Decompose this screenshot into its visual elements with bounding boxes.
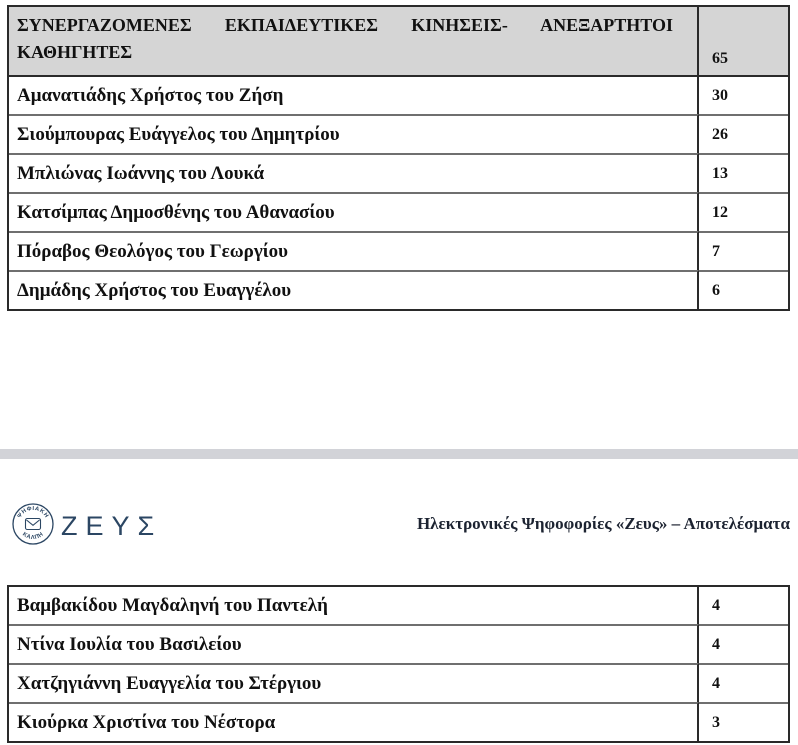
candidate-name: Ντίνα Ιουλία του Βασιλείου xyxy=(9,624,699,663)
logo-bottom-text: ΚΑΛΠΗ xyxy=(21,531,45,541)
candidate-row: Κατσίμπας Δημοσθένης του Αθανασίου 12 xyxy=(9,192,788,231)
vote-count: 4 xyxy=(699,663,788,702)
vote-count: 30 xyxy=(699,75,788,114)
vote-count: 7 xyxy=(699,231,788,270)
page-break-separator xyxy=(0,449,798,459)
candidate-name: Χατζηγιάννη Ευαγγελία του Στέργιου xyxy=(9,663,699,702)
candidate-row: Μπλιώνας Ιωάννης του Λουκά 13 xyxy=(9,153,788,192)
candidate-row: Σιούμπουρας Ευάγγελος του Δημητρίου 26 xyxy=(9,114,788,153)
candidate-name: Κιούρκα Χριστίνα του Νέστορα xyxy=(9,702,699,741)
candidate-row: Αμανατιάδης Χρήστος του Ζήση 30 xyxy=(9,75,788,114)
candidate-name: Σιούμπουρας Ευάγγελος του Δημητρίου xyxy=(9,114,699,153)
vote-count: 6 xyxy=(699,270,788,309)
results-table-page1: ΣΥΝΕΡΓΑΖΟΜΕΝΕΣ ΕΚΠΑΙΔΕΥΤΙΚΕΣ ΚΙΝΗΣΕΙΣ- Α… xyxy=(7,5,790,311)
page-header-title: Ηλεκτρονικές Ψηφοφορίες «Ζευς» – Αποτελέ… xyxy=(416,514,790,533)
party-header-row: ΣΥΝΕΡΓΑΖΟΜΕΝΕΣ ΕΚΠΑΙΔΕΥΤΙΚΕΣ ΚΙΝΗΣΕΙΣ- Α… xyxy=(9,7,788,75)
candidate-name: Δημάδης Χρήστος του Ευαγγέλου xyxy=(9,270,699,309)
vote-count: 26 xyxy=(699,114,788,153)
vote-count: 4 xyxy=(699,624,788,663)
vote-count: 4 xyxy=(712,596,720,614)
envelope-icon xyxy=(24,517,42,531)
zeus-brand-text: ΖΕΥΣ xyxy=(61,511,163,541)
candidate-row: Δημάδης Χρήστος του Ευαγγέλου 6 xyxy=(9,270,788,309)
candidate-row: Χατζηγιάννη Ευαγγελία του Στέργιου 4 xyxy=(9,663,788,702)
candidate-name: Μπλιώνας Ιωάννης του Λουκά xyxy=(9,153,699,192)
candidate-name: Κατσίμπας Δημοσθένης του Αθανασίου xyxy=(9,192,699,231)
candidate-row: Πόραβος Θεολόγος του Γεωργίου 7 xyxy=(9,231,788,270)
vote-count: 13 xyxy=(699,153,788,192)
vote-count: 3 xyxy=(699,702,788,741)
results-table-page2: Βαμβακίδου Μαγδαληνή του Παντελή 4 Ντίνα… xyxy=(7,585,790,743)
candidate-row: Ντίνα Ιουλία του Βασιλείου 4 xyxy=(9,624,788,663)
candidate-row: Κιούρκα Χριστίνα του Νέστορα 3 xyxy=(9,702,788,741)
candidate-name: Βαμβακίδου Μαγδαληνή του Παντελή xyxy=(9,587,699,624)
party-name: ΣΥΝΕΡΓΑΖΟΜΕΝΕΣ ΕΚΠΑΙΔΕΥΤΙΚΕΣ ΚΙΝΗΣΕΙΣ- Α… xyxy=(9,7,699,75)
party-vote-count: 65 xyxy=(699,7,788,75)
candidate-row: Βαμβακίδου Μαγδαληνή του Παντελή 4 xyxy=(9,587,788,624)
logo-circle xyxy=(12,503,54,545)
candidate-name: Πόραβος Θεολόγος του Γεωργίου xyxy=(9,231,699,270)
candidate-name: Αμανατιάδης Χρήστος του Ζήση xyxy=(9,75,699,114)
zeus-logo: ΨΗΦΙΑΚΗ ΚΑΛΠΗ xyxy=(12,503,54,545)
vote-count: 12 xyxy=(699,192,788,231)
